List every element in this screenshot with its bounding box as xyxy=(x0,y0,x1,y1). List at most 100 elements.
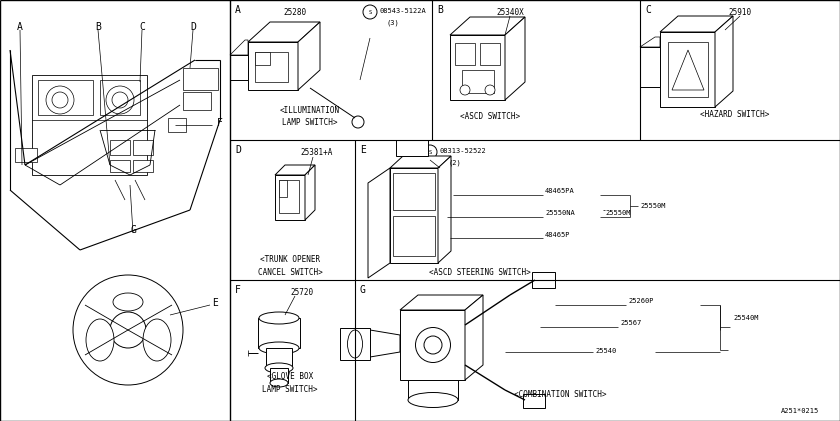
Circle shape xyxy=(363,5,377,19)
Text: LAMP SWITCH>: LAMP SWITCH> xyxy=(282,118,338,127)
Polygon shape xyxy=(532,272,555,288)
Bar xyxy=(183,68,218,90)
Ellipse shape xyxy=(265,363,293,373)
Ellipse shape xyxy=(416,328,450,362)
Text: (3): (3) xyxy=(387,20,400,27)
Text: <GLOVE BOX: <GLOVE BOX xyxy=(267,372,313,381)
Circle shape xyxy=(46,86,74,114)
Polygon shape xyxy=(672,50,704,90)
Polygon shape xyxy=(340,328,370,360)
Polygon shape xyxy=(455,43,475,65)
Bar xyxy=(38,80,93,115)
Text: A251*0215: A251*0215 xyxy=(781,408,819,414)
Text: 25550M: 25550M xyxy=(640,203,665,209)
Polygon shape xyxy=(523,394,545,408)
Polygon shape xyxy=(275,175,305,220)
Polygon shape xyxy=(408,380,458,400)
Text: (2): (2) xyxy=(448,160,461,166)
Bar xyxy=(110,140,130,155)
Polygon shape xyxy=(390,156,451,168)
Text: D: D xyxy=(190,22,196,32)
Polygon shape xyxy=(450,17,525,35)
Circle shape xyxy=(52,92,68,108)
Text: <HAZARD SWITCH>: <HAZARD SWITCH> xyxy=(701,110,769,119)
Text: S: S xyxy=(369,10,371,14)
Circle shape xyxy=(352,116,364,128)
Text: A: A xyxy=(17,22,23,32)
Polygon shape xyxy=(400,310,465,380)
Text: S: S xyxy=(428,149,432,155)
Text: 25550NA: 25550NA xyxy=(545,210,575,216)
Text: E: E xyxy=(360,145,366,155)
Polygon shape xyxy=(438,156,451,263)
Text: 25720: 25720 xyxy=(290,288,313,297)
Polygon shape xyxy=(305,165,315,220)
Polygon shape xyxy=(275,165,315,175)
Polygon shape xyxy=(660,16,733,32)
Text: <COMBINATION SWITCH>: <COMBINATION SWITCH> xyxy=(514,390,606,399)
Text: 25381+A: 25381+A xyxy=(300,148,333,157)
Polygon shape xyxy=(450,35,505,100)
Circle shape xyxy=(460,85,470,95)
Ellipse shape xyxy=(86,319,114,361)
Polygon shape xyxy=(266,348,292,368)
Bar xyxy=(110,160,130,172)
Text: C: C xyxy=(139,22,145,32)
Text: 25280: 25280 xyxy=(283,8,307,17)
Text: CANCEL SWITCH>: CANCEL SWITCH> xyxy=(258,268,323,277)
Circle shape xyxy=(73,275,183,385)
Circle shape xyxy=(112,92,128,108)
Text: 25340X: 25340X xyxy=(496,8,524,17)
Circle shape xyxy=(423,145,437,159)
Bar xyxy=(32,75,147,175)
Polygon shape xyxy=(660,32,715,107)
Text: C: C xyxy=(645,5,651,15)
Polygon shape xyxy=(255,52,270,65)
Text: 25540: 25540 xyxy=(595,348,617,354)
Text: <TRUNK OPENER: <TRUNK OPENER xyxy=(260,255,320,264)
Text: F: F xyxy=(217,118,223,128)
Text: 25260P: 25260P xyxy=(628,298,654,304)
Text: D: D xyxy=(235,145,241,155)
Bar xyxy=(15,148,37,162)
Text: 08313-52522: 08313-52522 xyxy=(440,148,486,154)
Text: 25550M: 25550M xyxy=(605,210,631,216)
Polygon shape xyxy=(230,40,248,55)
Polygon shape xyxy=(370,330,400,357)
Polygon shape xyxy=(462,70,494,93)
Text: B: B xyxy=(437,5,443,15)
Ellipse shape xyxy=(408,392,458,408)
Bar xyxy=(168,118,186,132)
Polygon shape xyxy=(255,52,288,82)
Polygon shape xyxy=(258,318,300,348)
Circle shape xyxy=(110,312,146,348)
Ellipse shape xyxy=(424,336,442,354)
Polygon shape xyxy=(279,180,299,213)
Polygon shape xyxy=(248,42,298,90)
Bar xyxy=(133,140,153,155)
Text: 08543-5122A: 08543-5122A xyxy=(380,8,427,14)
Polygon shape xyxy=(715,16,733,107)
Polygon shape xyxy=(396,140,428,156)
Polygon shape xyxy=(640,47,660,87)
Ellipse shape xyxy=(259,312,299,324)
Text: 25910: 25910 xyxy=(728,8,752,17)
Ellipse shape xyxy=(113,293,143,311)
Polygon shape xyxy=(279,180,287,197)
Polygon shape xyxy=(668,42,708,97)
Circle shape xyxy=(485,85,495,95)
Polygon shape xyxy=(390,168,438,263)
Bar xyxy=(183,92,211,110)
Ellipse shape xyxy=(259,342,299,354)
Text: B: B xyxy=(95,22,101,32)
Text: E: E xyxy=(212,298,218,308)
Polygon shape xyxy=(393,173,435,210)
Text: A: A xyxy=(235,5,241,15)
Text: G: G xyxy=(360,285,366,295)
Ellipse shape xyxy=(143,319,171,361)
Polygon shape xyxy=(298,22,320,90)
Text: 25540M: 25540M xyxy=(733,315,759,321)
Text: 25567: 25567 xyxy=(620,320,641,326)
Polygon shape xyxy=(270,368,288,383)
Polygon shape xyxy=(480,43,500,65)
